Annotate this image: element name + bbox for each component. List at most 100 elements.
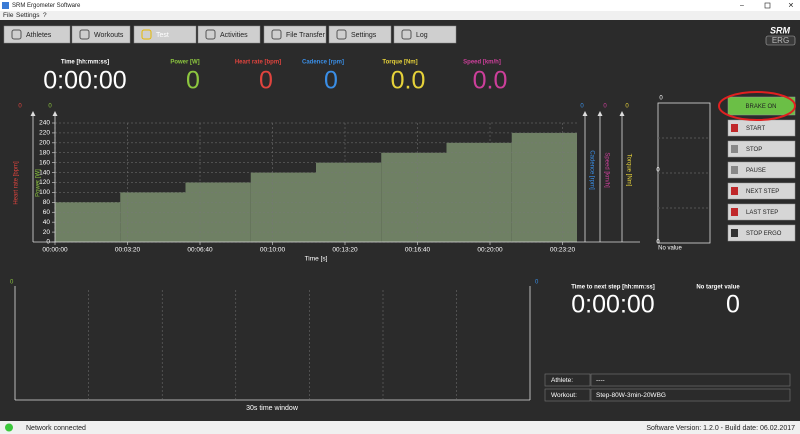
y-tick-label: 240: [39, 120, 50, 127]
title-bar: [0, 0, 800, 11]
axis-arrow: [619, 111, 625, 116]
tab-label: File Transfer: [286, 32, 326, 39]
menu-item[interactable]: File: [3, 12, 14, 19]
x-tick-label: 00:13:20: [332, 247, 358, 254]
axis-label: Power [W]: [36, 169, 42, 197]
info-label: Athlete:: [551, 377, 573, 384]
info-label-box: [544, 388, 591, 402]
x-tick-label: 00:06:40: [187, 247, 213, 254]
tab-label: Athletes: [26, 32, 52, 39]
menu-item[interactable]: ?: [43, 12, 47, 19]
y-tick-label: 200: [39, 140, 50, 147]
info-value: ----: [596, 377, 605, 384]
info-value-box: [590, 373, 791, 387]
tab-label: Settings: [351, 32, 377, 39]
x-tick-label: 00:03:20: [115, 247, 141, 254]
info-label-box: [544, 373, 591, 387]
maximize[interactable]: [764, 2, 771, 9]
y-tick-label: 60: [43, 209, 51, 216]
tab-icon: [11, 29, 22, 40]
y-tick-label: 120: [39, 179, 50, 186]
tab-icon: [336, 29, 347, 40]
y-tick-label: 220: [39, 130, 50, 137]
version-text: Software Version: 1.2.0 - Build date: 06…: [646, 425, 795, 432]
tab-icon: [205, 29, 216, 40]
button-icon: [731, 208, 738, 216]
gauge-caption: No value: [658, 246, 682, 252]
y-tick-label: 180: [39, 149, 50, 156]
axis-arrow: [30, 111, 36, 116]
status-text: Network connected: [26, 425, 86, 432]
metric-value: 0: [324, 67, 338, 95]
x-tick-label: 00:23:20: [550, 247, 576, 254]
axis-label: Heart rate [bpm]: [14, 161, 20, 205]
button-label: NEXT STEP: [746, 189, 779, 195]
y-tick-label: 20: [43, 229, 51, 236]
gauge-label: 0: [659, 96, 663, 102]
y-tick-label: 140: [39, 169, 50, 176]
axis-indicator: 0: [48, 104, 52, 110]
metric-value: 0: [259, 67, 273, 95]
x-axis-label: Time [s]: [305, 256, 328, 263]
control-button[interactable]: [727, 140, 796, 158]
button-label: PAUSE: [746, 168, 766, 174]
metric-label: Power [W]: [170, 60, 199, 66]
x-tick-label: 00:20:00: [477, 247, 503, 254]
axis-indicator: 0: [625, 104, 629, 110]
tab-label: Test: [156, 32, 169, 39]
metric-value: 0.0: [391, 67, 426, 95]
axis-label: Speed [km/h]: [603, 152, 609, 188]
tab-label: Activities: [220, 32, 248, 39]
status-bar: [0, 421, 800, 434]
metric-value: 0.0: [473, 67, 508, 95]
metric-label: Torque [Nm]: [382, 60, 417, 66]
control-button[interactable]: [727, 182, 796, 200]
info-value-box: [590, 388, 791, 402]
minimize[interactable]: –: [740, 2, 744, 9]
button-label: STOP ERGO: [746, 231, 782, 237]
metric-label: Time [hh:mm:ss]: [61, 60, 109, 66]
axis-arrow: [597, 111, 603, 116]
axis-indicator: 0: [603, 104, 607, 110]
y-tick-label: 40: [43, 219, 51, 226]
axis-arrow: [52, 111, 58, 116]
axis-indicator: 0: [580, 104, 584, 110]
step-bar: [511, 132, 577, 242]
y-tick-label: 100: [39, 189, 50, 196]
button-icon: [731, 124, 738, 132]
y-tick-label: 160: [39, 159, 50, 166]
tab-icon: [401, 29, 412, 40]
control-button[interactable]: [727, 161, 796, 179]
button-label: BRAKE ON: [745, 104, 776, 110]
gauge-label: 0: [656, 168, 660, 174]
app-icon: [2, 2, 9, 9]
tab-label: Workouts: [94, 32, 124, 39]
next-step-value: 0:00:00: [571, 291, 654, 319]
step-bar: [250, 172, 316, 242]
tab-label: Log: [416, 32, 428, 39]
gauge-label: 0: [656, 240, 660, 246]
axis-arrow: [582, 111, 588, 116]
button-icon: [731, 145, 738, 153]
x-tick-label: 00:00:00: [42, 247, 68, 254]
info-label: Workout:: [551, 392, 577, 399]
target-value: 0: [726, 291, 740, 319]
button-icon: [731, 229, 738, 237]
highlight-ring: [718, 91, 796, 121]
next-step-label: Time to next step [hh:mm:ss]: [571, 285, 655, 291]
metric-label: Cadence [rpm]: [302, 60, 344, 66]
control-button[interactable]: [727, 224, 796, 242]
control-button[interactable]: [727, 203, 796, 221]
metric-label: Speed [km/h]: [463, 60, 501, 66]
logo: ERG: [772, 36, 789, 45]
menu-item[interactable]: Settings: [16, 12, 40, 19]
button-icon: [731, 166, 738, 174]
logo: SRM: [770, 25, 791, 35]
target-label: No target value: [696, 285, 740, 291]
window-title: 30s time window: [246, 405, 299, 412]
close[interactable]: ✕: [788, 2, 794, 9]
x-tick-label: 00:16:40: [405, 247, 431, 254]
menu-bar: [0, 11, 800, 20]
